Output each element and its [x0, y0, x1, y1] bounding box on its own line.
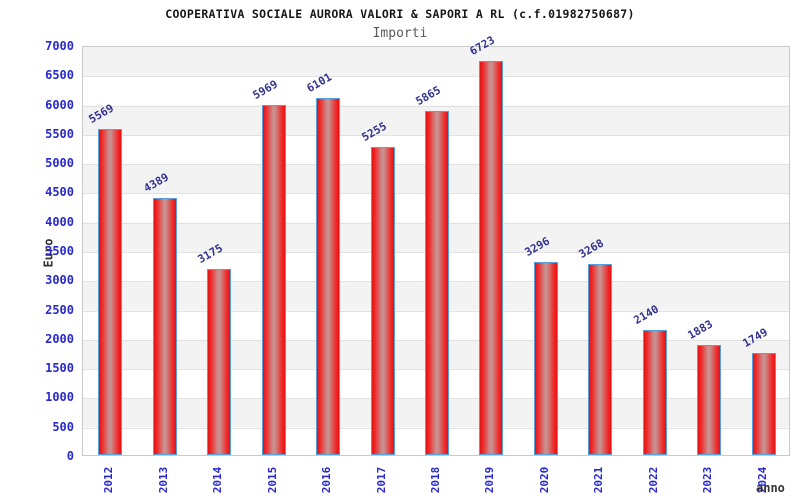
- y-tick-label: 7000: [45, 39, 74, 53]
- bar-2022: [642, 329, 667, 455]
- bar-value-label: 5969: [250, 77, 280, 103]
- y-tick-label: 5000: [45, 156, 74, 171]
- y-tick-label: 5500: [45, 126, 74, 141]
- bar-value-label: 1883: [685, 317, 716, 342]
- bar-2013: [152, 197, 177, 455]
- x-tick-label-2019: 2019: [483, 466, 497, 494]
- gridline: [83, 105, 789, 107]
- y-tick-label: 2000: [45, 331, 74, 346]
- bar-2019: [479, 61, 504, 455]
- x-tick-label-2020: 2020: [537, 466, 551, 494]
- bar-value-label: 3296: [522, 234, 552, 259]
- bar-value-label: 4389: [141, 170, 171, 195]
- chart-title: COOPERATIVA SOCIALE AURORA VALORI & SAPO…: [165, 7, 635, 21]
- bar-2021: [588, 263, 613, 455]
- gridline: [83, 76, 789, 78]
- bar-value-label: 2140: [631, 302, 661, 327]
- y-tick-label: 2500: [45, 302, 74, 317]
- x-tick-label-2015: 2015: [265, 466, 279, 494]
- chart-subtitle: Importi: [372, 26, 428, 41]
- x-tick-label-2014: 2014: [211, 466, 225, 494]
- x-tick-label-2012: 2012: [102, 466, 116, 494]
- y-tick-label: 6500: [45, 68, 74, 83]
- bar-value-label: 6101: [304, 70, 335, 95]
- bar-value-label: 5255: [359, 119, 389, 145]
- y-tick-label: 4000: [45, 214, 74, 229]
- y-tick-label: 1500: [45, 361, 74, 376]
- x-tick-label-2013: 2013: [156, 466, 170, 494]
- x-tick-label-2018: 2018: [429, 466, 442, 494]
- bar-value-label: 1749: [740, 325, 770, 350]
- y-tick-label: 1000: [45, 390, 74, 405]
- y-tick-label: 0: [66, 449, 74, 463]
- x-tick-label-2017: 2017: [374, 466, 388, 494]
- bar-2023: [697, 344, 722, 455]
- bar-2016: [316, 97, 341, 455]
- x-tick-label-2021: 2021: [592, 466, 606, 494]
- bar-2020: [533, 261, 558, 455]
- y-tick-label: 4500: [45, 185, 74, 200]
- y-tick-label: 3000: [45, 273, 74, 288]
- x-tick-label-2023: 2023: [701, 466, 715, 494]
- bar-value-label: 3268: [576, 236, 607, 261]
- y-tick-label: 500: [52, 419, 74, 434]
- bar-2015: [261, 105, 286, 455]
- y-tick-label: 6000: [45, 97, 74, 112]
- bar-2024: [751, 352, 776, 455]
- bar-2012: [98, 128, 123, 455]
- bar-value-label: 3175: [195, 241, 226, 267]
- bar-2014: [207, 269, 232, 455]
- x-tick-label-2016: 2016: [320, 466, 334, 494]
- bar-2017: [370, 147, 395, 455]
- bar-2018: [425, 111, 449, 455]
- plot-area: 5569 4389 3175 5969 6101 5255 5865 6723 3296 3268…: [82, 34, 790, 456]
- x-tick-label-2022: 2022: [646, 466, 660, 494]
- y-tick-label: 3500: [45, 244, 74, 258]
- x-axis-title: anno: [756, 481, 785, 495]
